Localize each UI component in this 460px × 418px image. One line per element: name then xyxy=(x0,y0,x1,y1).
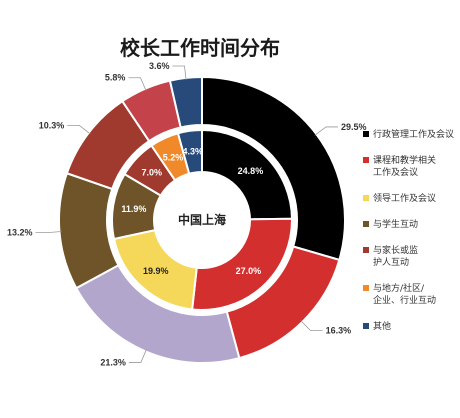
legend-label: 课程和教学相关工作及会议 xyxy=(373,154,436,178)
outer-ring xyxy=(58,75,346,364)
outer-slice xyxy=(168,75,203,129)
leader-line xyxy=(35,231,62,234)
center-label: 中国上海 xyxy=(178,212,226,227)
outer-data-label: 29.5% xyxy=(341,122,367,132)
legend-swatch xyxy=(363,157,369,163)
inner-data-label: 5.2% xyxy=(163,152,184,162)
leader-line xyxy=(67,124,91,135)
outer-slice xyxy=(201,75,346,262)
legend-label: 与家长或监护人互动 xyxy=(373,244,418,268)
legend: 行政管理工作及会议课程和教学相关工作及会议领导工作及会议与学生互动与家长或监护人… xyxy=(363,128,454,332)
inner-data-label: 7.0% xyxy=(141,168,162,178)
legend-swatch xyxy=(363,195,369,201)
center-hole xyxy=(154,172,250,268)
inner-data-label: 24.8% xyxy=(238,166,264,176)
legend-label: 其他 xyxy=(373,320,391,332)
legend-label: 领导工作及会议 xyxy=(373,192,436,204)
label-leaders xyxy=(35,65,338,363)
inner-labels: 24.8% 27.0% 19.9% 11.9% 7.0%5.2%4.3% xyxy=(121,147,263,277)
legend-label: 行政管理工作及会议 xyxy=(373,128,454,140)
outer-data-label: 3.6% xyxy=(149,61,170,71)
outer-data-label: 16.3% xyxy=(326,326,352,336)
leader-line xyxy=(128,349,147,363)
legend-swatch xyxy=(363,285,369,291)
inner-data-label: 11.9% xyxy=(121,204,146,214)
leader-line xyxy=(300,320,323,332)
inner-data-label: 27.0% xyxy=(236,266,262,276)
legend-swatch xyxy=(363,131,369,137)
outer-data-label: 5.8% xyxy=(105,73,126,83)
legend-swatch xyxy=(363,221,369,227)
legend-label: 与学生互动 xyxy=(373,218,418,230)
inner-data-label: 4.3% xyxy=(182,147,203,157)
leader-line xyxy=(314,126,338,136)
outer-labels: 29.5% 16.3% 21.3% 13.2% 10.3% 5.8% 3.6% xyxy=(7,61,366,367)
legend-swatch xyxy=(363,323,369,329)
outer-data-label: 13.2% xyxy=(7,228,33,238)
inner-ring xyxy=(111,128,294,311)
inner-data-label: 19.9% xyxy=(143,266,169,276)
legend-label: 与地方/社区/企业、行业互动 xyxy=(373,282,436,306)
leader-line xyxy=(172,65,187,80)
leader-line xyxy=(128,77,147,91)
legend-swatch xyxy=(363,247,369,253)
outer-slice xyxy=(58,171,120,290)
chart-title: 校长工作时间分布 xyxy=(120,36,280,60)
outer-data-label: 21.3% xyxy=(100,357,126,367)
outer-data-label: 10.3% xyxy=(39,120,65,130)
